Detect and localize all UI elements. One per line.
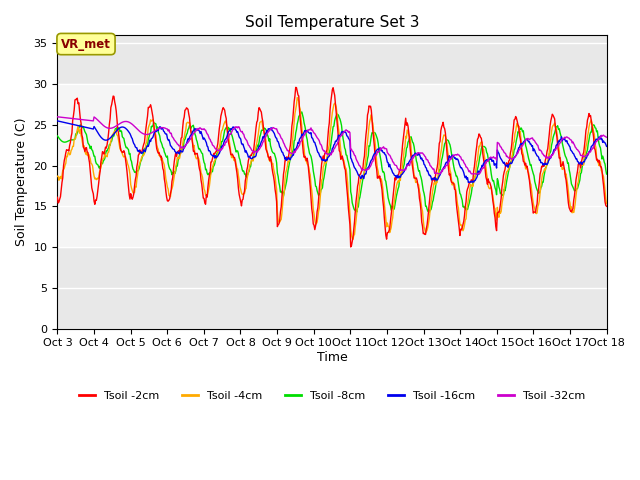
Y-axis label: Soil Temperature (C): Soil Temperature (C) [15, 118, 28, 246]
Bar [58, 84, 607, 247]
Text: VR_met: VR_met [61, 37, 111, 50]
Title: Soil Temperature Set 3: Soil Temperature Set 3 [244, 15, 419, 30]
Legend: Tsoil -2cm, Tsoil -4cm, Tsoil -8cm, Tsoil -16cm, Tsoil -32cm: Tsoil -2cm, Tsoil -4cm, Tsoil -8cm, Tsoi… [74, 386, 590, 405]
X-axis label: Time: Time [317, 351, 348, 364]
